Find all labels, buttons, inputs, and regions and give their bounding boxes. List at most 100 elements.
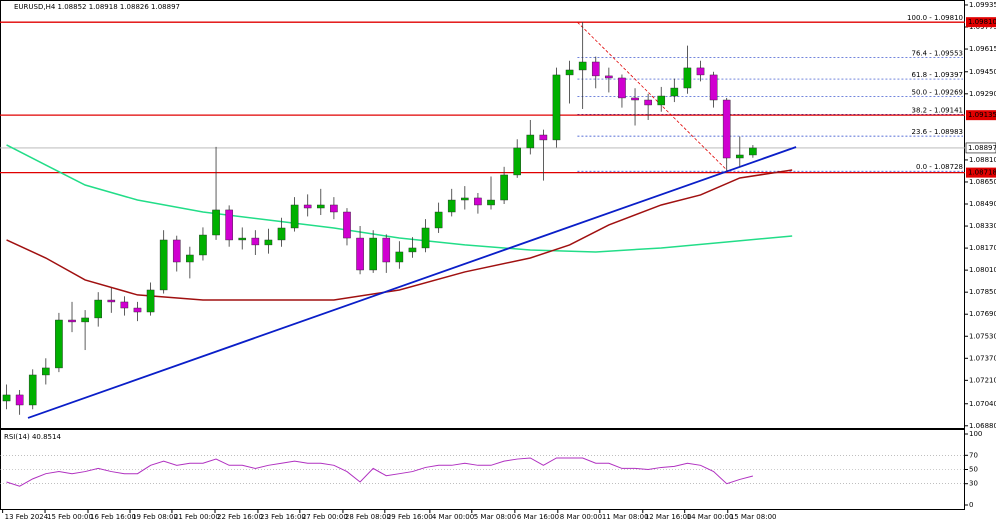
rsi-panel bbox=[0, 429, 965, 510]
y-tick-label: 1.07210 bbox=[969, 376, 996, 384]
candle-body bbox=[133, 307, 142, 313]
price-panel bbox=[0, 0, 965, 429]
candle-body bbox=[316, 204, 325, 209]
y-tick-label: 1.07850 bbox=[969, 288, 996, 296]
candle-body bbox=[251, 237, 260, 246]
x-tick-label: 29 Feb 16:00 bbox=[387, 513, 433, 521]
candle-body bbox=[722, 99, 731, 159]
fib-label: 76.4 - 1.09553 bbox=[911, 50, 963, 58]
fib-label: 38.2 - 1.09141 bbox=[911, 106, 963, 114]
candle-body bbox=[146, 289, 155, 313]
candle-body bbox=[670, 87, 679, 97]
candle-body bbox=[172, 239, 181, 263]
y-tick-label: 1.06880 bbox=[969, 422, 996, 430]
symbol-header: EURUSD,H4 1.08852 1.08918 1.08826 1.0889… bbox=[14, 3, 180, 11]
rsi-tick-label: 70 bbox=[969, 451, 978, 459]
y-tick-label: 1.09450 bbox=[969, 68, 996, 76]
candle-body bbox=[356, 237, 364, 271]
candle-body bbox=[434, 211, 443, 229]
candle-body bbox=[539, 134, 548, 141]
x-tick-label: 22 Feb 16:00 bbox=[217, 513, 263, 521]
y-tick-label: 1.07370 bbox=[969, 354, 996, 362]
candle-body bbox=[238, 237, 247, 241]
x-tick-label: 4 Mar 00:00 bbox=[432, 513, 474, 521]
fib-label: 61.8 - 1.09397 bbox=[911, 71, 963, 79]
candle-body bbox=[618, 77, 626, 99]
y-tick-label: 1.08650 bbox=[969, 178, 996, 186]
candle-body bbox=[2, 394, 11, 402]
candle-body bbox=[303, 204, 312, 209]
candle-body bbox=[186, 254, 194, 263]
y-tick-label: 1.08810 bbox=[969, 156, 996, 164]
candle-body bbox=[591, 61, 600, 77]
candle-body bbox=[578, 61, 587, 71]
candle-body bbox=[107, 299, 116, 303]
candle-body bbox=[55, 319, 63, 369]
price-line-tag bbox=[966, 17, 996, 28]
candle-body bbox=[81, 317, 89, 323]
current-price-tag bbox=[965, 142, 996, 154]
rsi-tick-label: 30 bbox=[969, 480, 978, 488]
candle-body bbox=[343, 211, 351, 239]
x-tick-label: 15 Feb 00:00 bbox=[47, 513, 93, 521]
candle-body bbox=[330, 204, 338, 213]
candle-body bbox=[421, 227, 430, 249]
x-tick-label: 27 Feb 00:00 bbox=[302, 513, 348, 521]
candle-body bbox=[735, 154, 744, 159]
candle-body bbox=[526, 134, 535, 149]
fib-trend bbox=[577, 21, 729, 172]
x-tick-label: 19 Feb 08:00 bbox=[132, 513, 178, 521]
candle-body bbox=[277, 227, 286, 241]
candle-body bbox=[42, 367, 50, 376]
x-tick-label: 5 Mar 08:00 bbox=[474, 513, 516, 521]
x-tick-label: 16 Feb 16:00 bbox=[90, 513, 136, 521]
candle-body bbox=[159, 239, 168, 291]
y-tick-label: 1.07690 bbox=[969, 310, 996, 318]
trend-line bbox=[27, 146, 797, 419]
price-line-label: 1.09810 bbox=[968, 18, 996, 26]
x-tick-label: 28 Feb 08:00 bbox=[345, 513, 391, 521]
x-tick-label: 13 Feb 2024 bbox=[5, 513, 49, 521]
y-tick-label: 1.07530 bbox=[969, 332, 996, 340]
x-tick-label: 21 Feb 00:00 bbox=[174, 513, 220, 521]
moving-average bbox=[6, 144, 793, 253]
candle-body bbox=[683, 67, 692, 89]
candle-body bbox=[408, 247, 417, 253]
candle-body bbox=[447, 199, 456, 213]
current-price-label: 1.08897 bbox=[968, 144, 996, 152]
y-tick-label: 1.08010 bbox=[969, 266, 996, 274]
candle-body bbox=[382, 237, 391, 263]
candle-body bbox=[487, 199, 495, 206]
y-tick-label: 1.07040 bbox=[969, 400, 996, 408]
y-tick-label: 1.08490 bbox=[969, 200, 996, 208]
candle-body bbox=[15, 394, 24, 406]
price-line-label: 1.09135 bbox=[968, 111, 996, 119]
candle-body bbox=[696, 67, 705, 76]
candle-body bbox=[199, 234, 207, 256]
candle-body bbox=[264, 239, 273, 246]
candle-body bbox=[605, 75, 613, 79]
x-tick-label: 8 Mar 00:00 bbox=[560, 513, 602, 521]
price-line-tag bbox=[966, 167, 996, 178]
candle-body bbox=[395, 251, 404, 263]
price-line-tag bbox=[966, 110, 996, 121]
candle-body bbox=[461, 197, 469, 201]
rsi-tick-label: 0 bbox=[969, 501, 973, 509]
x-tick-label: 15 Mar 08:00 bbox=[730, 513, 777, 521]
candle-body bbox=[513, 147, 521, 176]
rsi-tick-label: 100 bbox=[969, 430, 982, 438]
price-line-label: 1.08718 bbox=[968, 169, 996, 177]
y-tick-label: 1.08170 bbox=[969, 244, 996, 252]
y-tick-label: 1.08330 bbox=[969, 222, 996, 230]
x-tick-label: 12 Mar 16:00 bbox=[645, 513, 692, 521]
fib-label: 23.6 - 1.08983 bbox=[911, 128, 963, 136]
candle-body bbox=[552, 74, 561, 141]
candle-body bbox=[709, 74, 718, 101]
fib-label: 0.0 - 1.08728 bbox=[916, 163, 963, 171]
y-tick-label: 1.09290 bbox=[969, 90, 996, 98]
x-tick-label: 23 Feb 16:00 bbox=[260, 513, 306, 521]
rsi-label: RSI(14) 40.8514 bbox=[4, 433, 61, 441]
candle-body bbox=[290, 204, 299, 229]
